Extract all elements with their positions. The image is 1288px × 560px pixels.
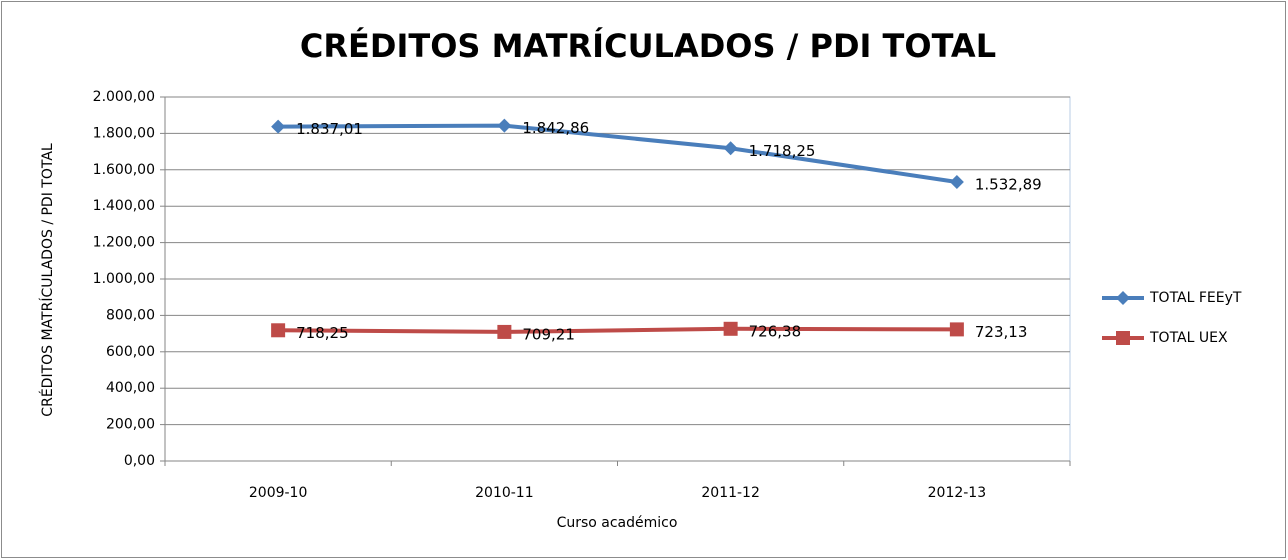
data-label: 709,21 bbox=[522, 325, 575, 343]
data-point bbox=[271, 323, 286, 338]
x-tick-label: 2011-12 bbox=[701, 485, 760, 501]
data-point bbox=[723, 141, 738, 156]
data-point bbox=[497, 324, 512, 339]
y-axis-label: CRÉDITOS MATRÍCULADOS / PDI TOTAL bbox=[39, 143, 56, 417]
x-tick-label: 2010-11 bbox=[475, 485, 534, 501]
y-tick-label: 2.000,00 bbox=[93, 89, 155, 105]
y-tick-label: 600,00 bbox=[106, 344, 155, 360]
y-tick-label: 1.400,00 bbox=[93, 198, 155, 214]
data-label: 1.837,01 bbox=[296, 120, 363, 138]
data-point bbox=[949, 175, 964, 190]
y-tick-label: 1.600,00 bbox=[93, 162, 155, 178]
legend-marker bbox=[1116, 291, 1130, 305]
y-tick-label: 1.000,00 bbox=[93, 271, 155, 287]
data-label: 1.718,25 bbox=[749, 142, 816, 160]
legend-marker bbox=[1116, 331, 1130, 345]
data-label: 726,38 bbox=[749, 322, 802, 340]
y-tick-label: 800,00 bbox=[106, 307, 155, 323]
data-point bbox=[949, 322, 964, 337]
data-label: 723,13 bbox=[975, 323, 1028, 341]
legend-label: TOTAL UEX bbox=[1149, 330, 1228, 346]
x-axis-label: Curso académico bbox=[557, 515, 678, 531]
series-line bbox=[278, 326, 957, 334]
x-tick-label: 2012-13 bbox=[928, 485, 987, 501]
data-label: 1.532,89 bbox=[975, 176, 1042, 194]
data-point bbox=[271, 119, 286, 134]
y-tick-label: 1.800,00 bbox=[93, 125, 155, 141]
chart-title: CRÉDITOS MATRÍCULADOS / PDI TOTAL bbox=[300, 27, 996, 65]
data-label: 718,25 bbox=[296, 324, 349, 342]
y-tick-label: 400,00 bbox=[106, 380, 155, 396]
y-tick-label: 200,00 bbox=[106, 417, 155, 433]
legend-label: TOTAL FEEyT bbox=[1149, 290, 1242, 306]
y-tick-label: 0,00 bbox=[124, 453, 155, 469]
x-tick-label: 2009-10 bbox=[249, 485, 308, 501]
data-label: 1.842,86 bbox=[522, 119, 589, 137]
y-tick-label: 1.200,00 bbox=[93, 235, 155, 251]
data-point bbox=[723, 321, 738, 336]
series-line bbox=[278, 123, 958, 184]
data-point bbox=[497, 118, 512, 133]
